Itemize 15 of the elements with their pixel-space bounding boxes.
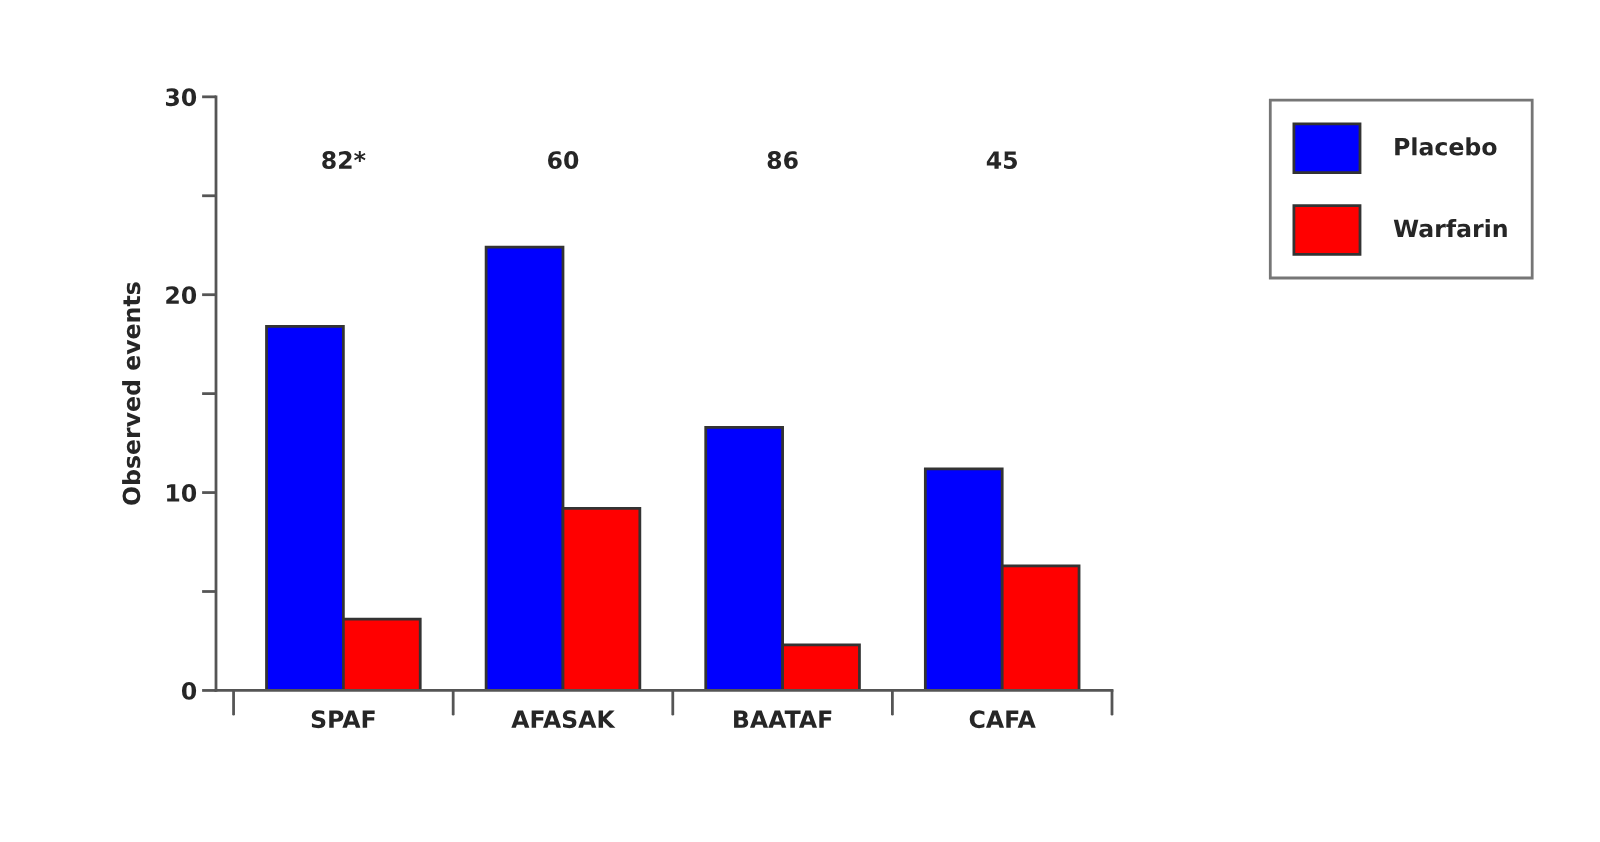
x-tick-label: SPAF bbox=[311, 710, 375, 729]
annotation: 86 bbox=[767, 151, 798, 169]
annotation: 60 bbox=[548, 151, 579, 169]
legend-label: Warfarin bbox=[1393, 219, 1507, 238]
annotation: 82* bbox=[322, 151, 366, 169]
x-tick-label: AFASAK bbox=[511, 710, 616, 729]
y-tick-label: 30 bbox=[165, 88, 197, 107]
y-tick-label: 10 bbox=[167, 484, 197, 502]
legend-label: Placebo bbox=[1395, 137, 1497, 156]
y-axis-title: Observed events bbox=[122, 282, 141, 505]
y-tick-label: 0 bbox=[181, 681, 197, 700]
y-tick-label: 20 bbox=[166, 286, 197, 305]
x-tick-label: BAATAF bbox=[734, 710, 832, 728]
x-tick-label: CAFA bbox=[969, 710, 1036, 729]
annotation: 45 bbox=[986, 151, 1017, 169]
